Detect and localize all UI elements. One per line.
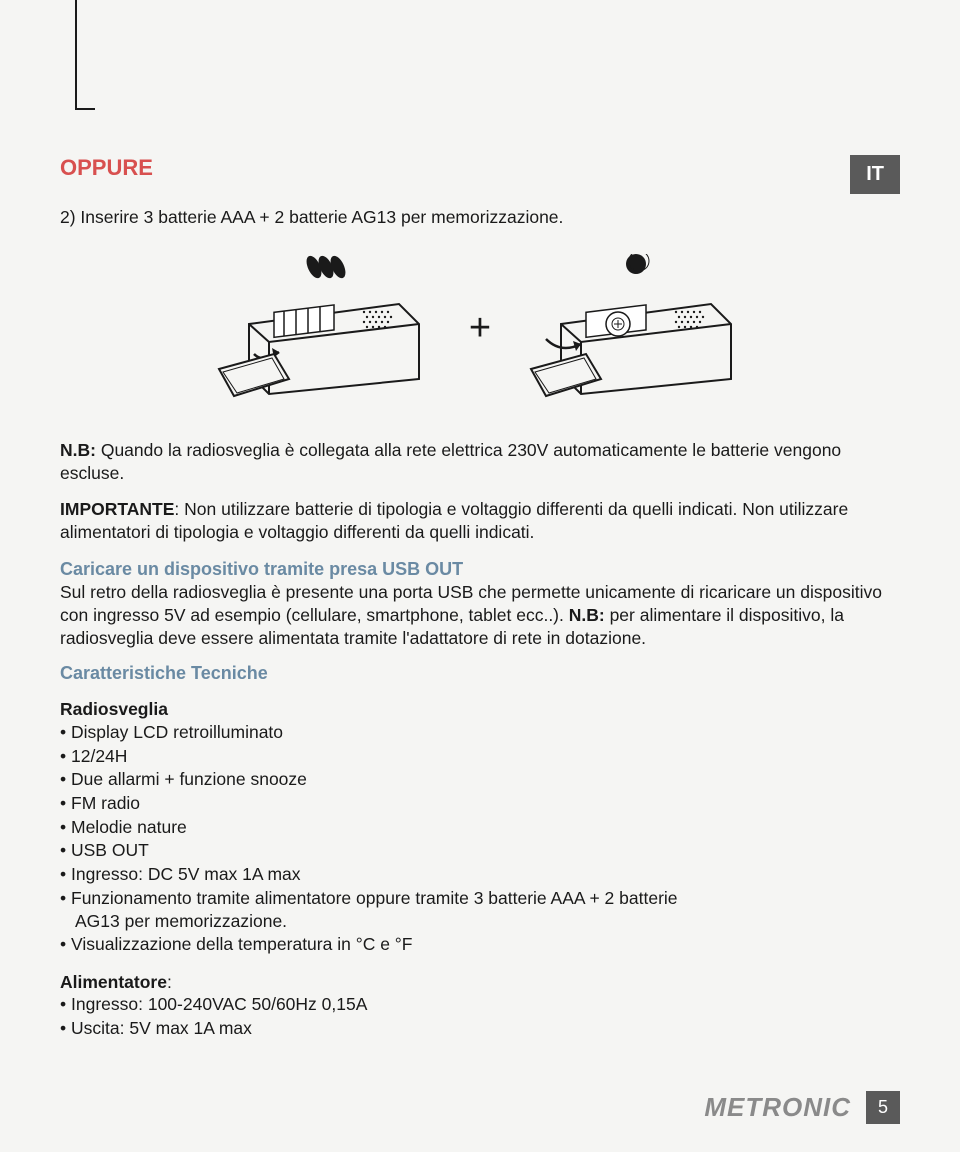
battery-diagram-right xyxy=(511,254,761,404)
radio-specs-list: Display LCD retroilluminato 12/24H Due a… xyxy=(60,721,900,910)
radio-specs-list-2: Visualizzazione della temperatura in °C … xyxy=(60,933,900,957)
oppure-heading: OPPURE xyxy=(60,155,153,181)
battery-diagram-left xyxy=(199,254,449,404)
nb1-label: N.B: xyxy=(60,440,96,460)
list-item: USB OUT xyxy=(60,839,900,863)
plus-icon: + xyxy=(469,307,491,350)
page-number: 5 xyxy=(866,1091,900,1124)
importante-text: : Non utilizzare batterie di tipologia e… xyxy=(60,499,848,542)
list-item: FM radio xyxy=(60,792,900,816)
list-item: Melodie nature xyxy=(60,816,900,840)
importante-label: IMPORTANTE xyxy=(60,499,174,519)
language-badge: IT xyxy=(850,155,900,194)
power-title: Alimentatore xyxy=(60,972,167,992)
specs-title: Caratteristiche Tecniche xyxy=(60,663,900,684)
usb-title: Caricare un dispositivo tramite presa US… xyxy=(60,559,463,579)
usb-paragraph: Caricare un dispositivo tramite presa US… xyxy=(60,558,900,650)
importante-paragraph: IMPORTANTE: Non utilizzare batterie di t… xyxy=(60,498,900,544)
header-row: OPPURE IT xyxy=(60,155,900,194)
list-item: Uscita: 5V max 1A max xyxy=(60,1017,900,1041)
brand-logo: METRONIC xyxy=(704,1092,851,1123)
list-item: 12/24H xyxy=(60,745,900,769)
nb1-text: Quando la radiosveglia è collegata alla … xyxy=(60,440,841,483)
power-title-line: Alimentatore: xyxy=(60,971,900,994)
top-corner-decoration xyxy=(75,0,95,110)
list-item: Ingresso: 100-240VAC 50/60Hz 0,15A xyxy=(60,993,900,1017)
usb-nb-label: N.B: xyxy=(569,605,605,625)
list-item-continuation: AG13 per memorizzazione. xyxy=(60,910,900,933)
power-specs-list: Ingresso: 100-240VAC 50/60Hz 0,15A Uscit… xyxy=(60,993,900,1040)
list-item: Visualizzazione della temperatura in °C … xyxy=(60,933,900,957)
nb1-paragraph: N.B: Quando la radiosveglia è collegata … xyxy=(60,439,900,485)
list-item: Display LCD retroilluminato xyxy=(60,721,900,745)
list-item: Funzionamento tramite alimentatore oppur… xyxy=(60,887,900,911)
footer: METRONIC 5 xyxy=(704,1091,900,1124)
intro-step: 2) Inserire 3 batterie AAA + 2 batterie … xyxy=(60,206,900,229)
list-item: Ingresso: DC 5V max 1A max xyxy=(60,863,900,887)
battery-diagram-row: + xyxy=(60,254,900,404)
list-item: Due allarmi + funzione snooze xyxy=(60,768,900,792)
radio-title: Radiosveglia xyxy=(60,698,900,721)
